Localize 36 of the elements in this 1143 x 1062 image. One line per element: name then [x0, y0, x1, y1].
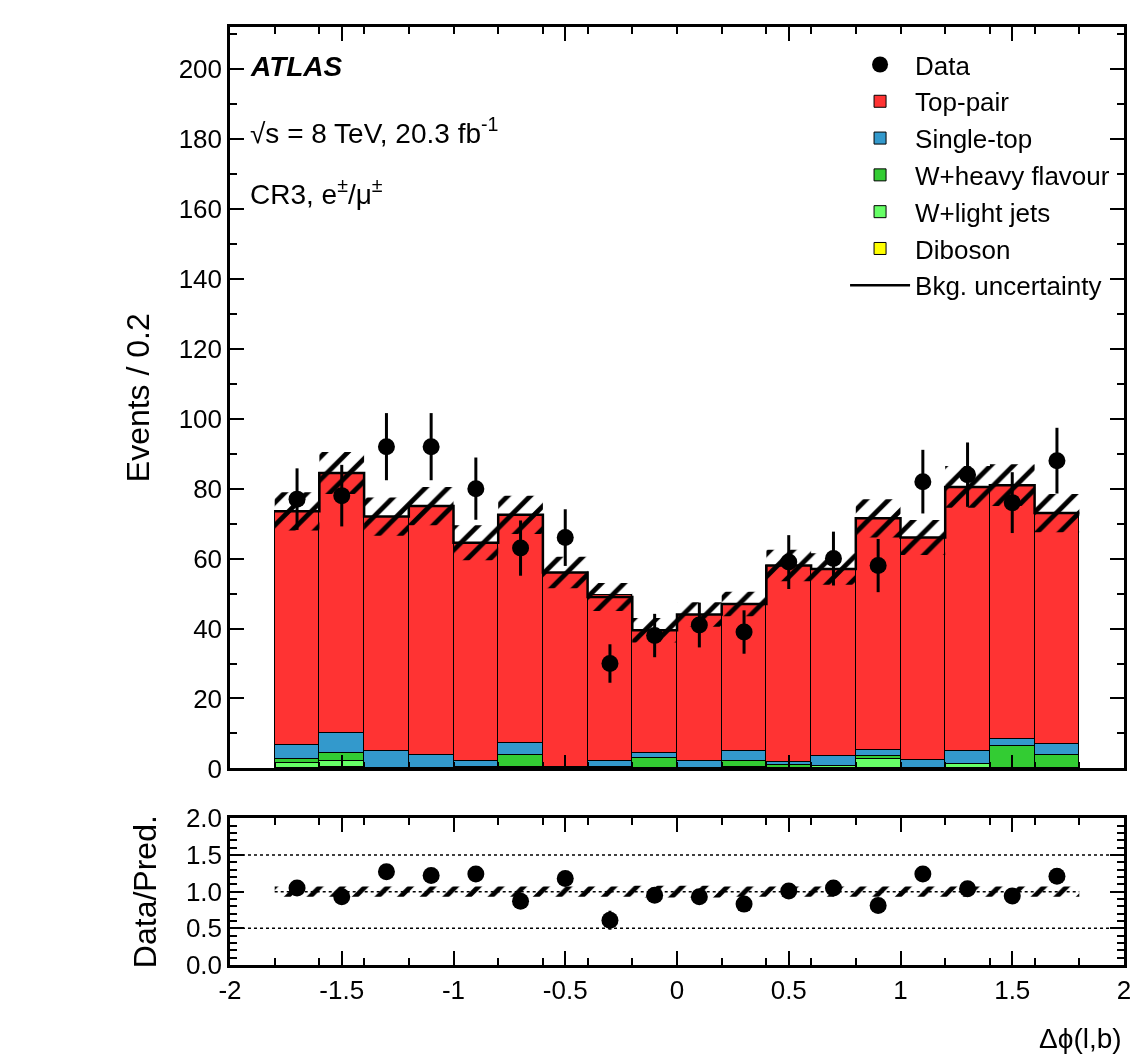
- x-axis-title: Δϕ(l,b): [1039, 1023, 1122, 1054]
- y-tick-label: 180: [178, 124, 223, 155]
- y-tick-label: 80: [193, 473, 223, 504]
- annotation: ATLAS: [250, 51, 343, 82]
- legend-label: Single-top: [915, 124, 1033, 155]
- y-tick-label: 100: [178, 403, 223, 434]
- x-tick-label: 1: [893, 974, 908, 1005]
- x-tick-label: 0.5: [770, 974, 807, 1005]
- x-tick-label: 1.5: [994, 974, 1031, 1005]
- y-axis-title: Events / 0.2: [119, 313, 156, 483]
- y-tick-label: 0.5: [185, 913, 223, 944]
- x-tick-label: -1.5: [319, 974, 365, 1005]
- legend-label: Data: [915, 50, 971, 81]
- y-axis-title: Data/Pred.: [127, 815, 164, 969]
- x-tick-label: -0.5: [542, 974, 588, 1005]
- annotation: √s = 8 TeV, 20.3 fb$^{-1}$: [250, 113, 499, 149]
- y-tick-label: 200: [178, 54, 223, 85]
- x-tick-label: 2: [1116, 974, 1132, 1005]
- y-tick-label: 20: [193, 683, 223, 714]
- legend-label: Top-pair: [915, 87, 1010, 118]
- annotation: CR3, e$^{±}$/μ$^{±}$: [250, 174, 383, 210]
- x-tick-label: 0: [669, 974, 685, 1005]
- legend-label: Bkg. uncertainty: [915, 271, 1102, 302]
- y-tick-label: 120: [178, 333, 223, 364]
- y-tick-label: 1.0: [185, 876, 223, 907]
- legend-label: Diboson: [915, 234, 1011, 265]
- y-tick-label: 40: [193, 613, 223, 644]
- y-tick-label: 2.0: [185, 803, 223, 834]
- y-tick-label: 140: [178, 263, 223, 294]
- y-tick-label: 0: [207, 753, 223, 784]
- y-tick-label: 1.5: [185, 840, 223, 871]
- legend-label: W+light jets: [915, 197, 1051, 228]
- y-tick-label: 60: [193, 543, 223, 574]
- legend-label: W+heavy flavour: [915, 161, 1110, 192]
- x-tick-label: -1: [441, 974, 466, 1005]
- y-tick-label: 160: [178, 193, 223, 224]
